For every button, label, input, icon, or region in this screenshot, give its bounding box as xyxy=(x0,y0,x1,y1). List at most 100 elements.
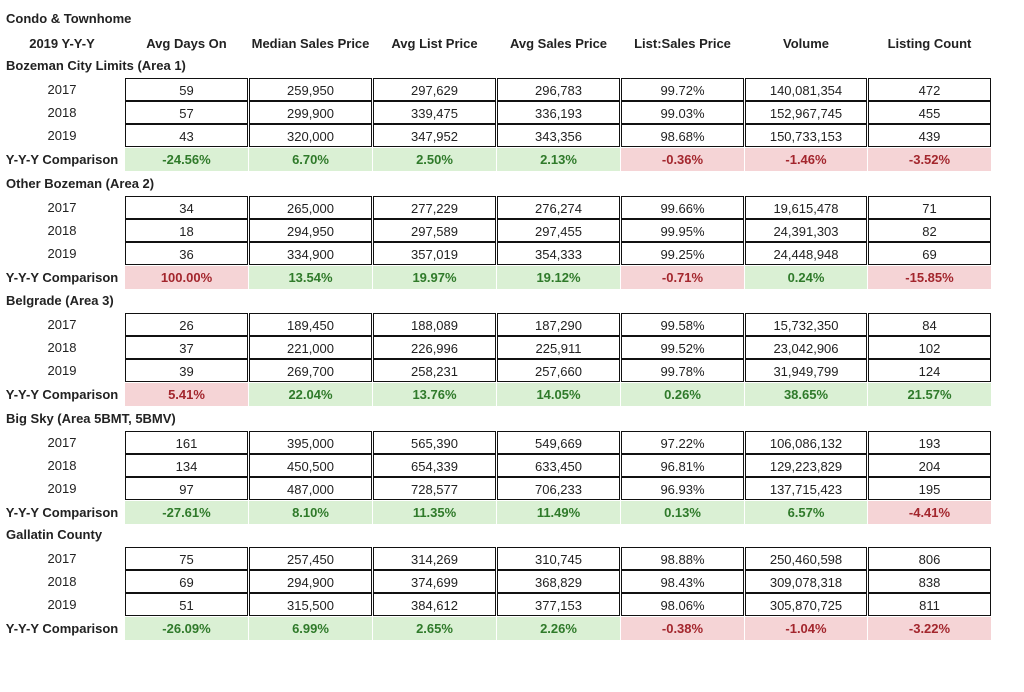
table-cell: 106,086,132 xyxy=(745,431,867,454)
page-title: Condo & Townhome xyxy=(6,11,132,26)
table-cell: 18 xyxy=(125,219,248,242)
table-cell: 343,356 xyxy=(497,124,620,147)
table-row: 2017 26 189,450 188,089 187,290 99.58% 15,732,… xyxy=(0,313,1024,336)
table-cell: 633,450 xyxy=(497,454,620,477)
table-cell: 320,000 xyxy=(249,124,372,147)
table-cell: 129,223,829 xyxy=(745,454,867,477)
table-cell: 102 xyxy=(868,336,991,359)
table-cell: 339,475 xyxy=(373,101,496,124)
table-cell: 99.25% xyxy=(621,242,744,265)
year-label: 2018 xyxy=(47,105,77,120)
table-cell: 265,000 xyxy=(249,196,372,219)
table-cell: 377,153 xyxy=(497,593,620,616)
table-row: 2017 34 265,000 277,229 276,274 99.66% 19,615,… xyxy=(0,196,1024,219)
year-label: 2017 xyxy=(47,435,77,450)
table-row: 2019 39 269,700 258,231 257,660 99.78% 31,949,… xyxy=(0,359,1024,382)
comparison-cell: 5.41% xyxy=(125,383,248,406)
table-cell: 97.22% xyxy=(621,431,744,454)
table-cell: 347,952 xyxy=(373,124,496,147)
table-cell: 75 xyxy=(125,547,248,570)
table-row: 2017 161 395,000 565,390 549,669 97.22% 106,08… xyxy=(0,431,1024,454)
table-cell: 297,589 xyxy=(373,219,496,242)
column-header: Avg List Price xyxy=(391,36,478,51)
table-cell: 315,500 xyxy=(249,593,372,616)
table-cell: 99.03% xyxy=(621,101,744,124)
table-cell: 98.43% xyxy=(621,570,744,593)
section-title: Belgrade (Area 3) xyxy=(6,293,114,308)
section-title: Bozeman City Limits (Area 1) xyxy=(6,58,186,73)
table-cell: 395,000 xyxy=(249,431,372,454)
column-header: Volume xyxy=(783,36,829,51)
comparison-cell: 14.05% xyxy=(497,383,620,406)
table-cell: 296,783 xyxy=(497,78,620,101)
comparison-cell: -0.71% xyxy=(621,266,744,289)
table-cell: 37 xyxy=(125,336,248,359)
comparison-cell: 6.57% xyxy=(745,501,867,524)
table-cell: 294,950 xyxy=(249,219,372,242)
table-cell: 98.68% xyxy=(621,124,744,147)
column-header: List:Sales Price xyxy=(634,36,731,51)
table-cell: 269,700 xyxy=(249,359,372,382)
comparison-cell: -15.85% xyxy=(868,266,991,289)
table-cell: 549,669 xyxy=(497,431,620,454)
comparison-cell: 13.54% xyxy=(249,266,372,289)
comparison-label: Y-Y-Y Comparison xyxy=(5,387,119,402)
year-label: 2019 xyxy=(47,246,77,261)
table-cell: 99.58% xyxy=(621,313,744,336)
table-cell: 450,500 xyxy=(249,454,372,477)
year-label: 2019 xyxy=(47,363,77,378)
table-cell: 99.52% xyxy=(621,336,744,359)
table-cell: 314,269 xyxy=(373,547,496,570)
table-cell: 24,448,948 xyxy=(745,242,867,265)
column-header: Avg Days On xyxy=(146,36,227,51)
comparison-cell: 19.97% xyxy=(373,266,496,289)
year-label: 2018 xyxy=(47,458,77,473)
table-cell: 99.78% xyxy=(621,359,744,382)
comparison-label: Y-Y-Y Comparison xyxy=(5,621,119,636)
table-cell: 137,715,423 xyxy=(745,477,867,500)
comparison-cell: 11.35% xyxy=(373,501,496,524)
comparison-cell: 2.13% xyxy=(497,148,620,171)
comparison-cell: 38.65% xyxy=(745,383,867,406)
table-cell: 82 xyxy=(868,219,991,242)
table-row: 2017 59 259,950 297,629 296,783 99.72% 140,081… xyxy=(0,78,1024,101)
table-cell: 204 xyxy=(868,454,991,477)
comparison-cell: 0.26% xyxy=(621,383,744,406)
comparison-label: Y-Y-Y Comparison xyxy=(5,505,119,520)
table-cell: 439 xyxy=(868,124,991,147)
comparison-cell: 13.76% xyxy=(373,383,496,406)
comparison-row: Y-Y-Y Comparison -24.56% 6.70% 2.50% 2.13% -0… xyxy=(0,148,1024,171)
table-cell: 96.81% xyxy=(621,454,744,477)
table-cell: 368,829 xyxy=(497,570,620,593)
table-cell: 39 xyxy=(125,359,248,382)
comparison-cell: 2.50% xyxy=(373,148,496,171)
table-row: 2019 51 315,500 384,612 377,153 98.06% 305,870… xyxy=(0,593,1024,616)
comparison-cell: 19.12% xyxy=(497,266,620,289)
comparison-cell: -3.22% xyxy=(868,617,991,640)
table-cell: 250,460,598 xyxy=(745,547,867,570)
table-row: 2018 37 221,000 226,996 225,911 99.52% 23,042,… xyxy=(0,336,1024,359)
comparison-cell: -26.09% xyxy=(125,617,248,640)
table-cell: 31,949,799 xyxy=(745,359,867,382)
table-cell: 221,000 xyxy=(249,336,372,359)
table-cell: 23,042,906 xyxy=(745,336,867,359)
comparison-cell: -4.41% xyxy=(868,501,991,524)
table-cell: 99.66% xyxy=(621,196,744,219)
comparison-cell: 22.04% xyxy=(249,383,372,406)
comparison-cell: -24.56% xyxy=(125,148,248,171)
table-cell: 57 xyxy=(125,101,248,124)
table-cell: 806 xyxy=(868,547,991,570)
comparison-cell: 21.57% xyxy=(868,383,991,406)
table-cell: 384,612 xyxy=(373,593,496,616)
table-cell: 195 xyxy=(868,477,991,500)
comparison-row: Y-Y-Y Comparison 5.41% 22.04% 13.76% 14.05% 0… xyxy=(0,383,1024,406)
comparison-cell: 11.49% xyxy=(497,501,620,524)
table-cell: 305,870,725 xyxy=(745,593,867,616)
table-cell: 124 xyxy=(868,359,991,382)
table-cell: 98.88% xyxy=(621,547,744,570)
table-cell: 34 xyxy=(125,196,248,219)
comparison-cell: 0.24% xyxy=(745,266,867,289)
table-cell: 161 xyxy=(125,431,248,454)
table-cell: 838 xyxy=(868,570,991,593)
table-cell: 98.06% xyxy=(621,593,744,616)
